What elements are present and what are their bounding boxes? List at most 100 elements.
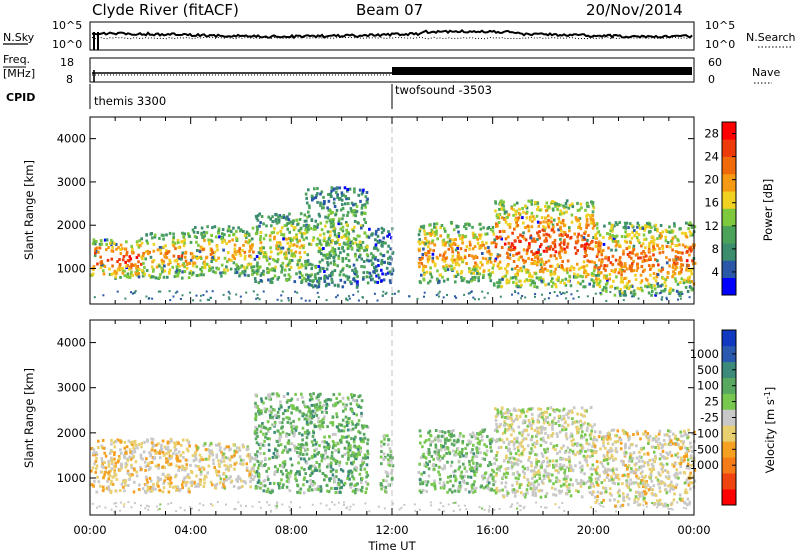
velocity-echo-cell <box>93 462 96 466</box>
velocity-echo-cell <box>275 416 279 419</box>
velocity-echo-cell <box>271 415 274 419</box>
velocity-echo-cell <box>390 478 394 481</box>
power-echo-cell <box>376 234 380 238</box>
power-echo-cell <box>322 247 325 250</box>
velocity-echo-cell <box>453 439 456 443</box>
power-echo-cell <box>680 267 683 271</box>
power-echo-cell <box>562 204 565 208</box>
power-echo-cell <box>158 275 161 279</box>
power-echo-cell <box>636 225 639 229</box>
power-echo-cell <box>609 261 613 265</box>
power-echo-cell <box>326 230 330 234</box>
velocity-echo-cell <box>108 470 111 474</box>
power-echo-cell <box>322 253 325 257</box>
power-echo-cell <box>621 291 625 295</box>
velocity-echo-cell <box>157 442 160 446</box>
velocity-echo-cell <box>318 469 322 473</box>
power-echo-cell <box>670 229 673 233</box>
velocity-echo-cell <box>331 421 335 425</box>
power-echo-cell <box>308 242 311 246</box>
power-echo-cell <box>442 279 446 283</box>
colorbar-tick-label: 24 <box>704 150 719 164</box>
power-echo-cell <box>298 231 302 234</box>
velocity-echo-cell <box>337 423 341 426</box>
power-echo-cell <box>636 286 640 290</box>
power-echo-cell <box>110 239 113 242</box>
velocity-echo-cell <box>278 439 281 443</box>
power-echo-cell <box>461 278 465 282</box>
power-echo-cell <box>489 260 493 264</box>
power-echo-cell <box>126 275 129 279</box>
power-echo-cell <box>551 227 555 231</box>
power-echo-cell <box>274 213 278 217</box>
power-echo-cell <box>309 262 312 266</box>
power-echo-cell <box>525 210 529 214</box>
power-echo-cell <box>640 264 644 268</box>
power-echo-cell <box>288 212 291 216</box>
power-echo-cell <box>476 264 479 268</box>
power-echo-cell <box>220 274 223 278</box>
power-echo-cell <box>262 246 265 250</box>
power-echo-cell <box>96 262 99 266</box>
power-echo-cell <box>623 290 627 293</box>
power-echo-cell <box>534 255 537 259</box>
velocity-echo-cell <box>253 457 256 461</box>
velocity-echo-cell <box>347 450 350 454</box>
power-echo-cell <box>481 290 484 293</box>
velocity-echo-cell <box>160 443 163 447</box>
power-echo-cell <box>255 216 259 220</box>
power-echo-cell <box>276 298 279 301</box>
velocity-echo-cell <box>366 452 370 456</box>
power-echo-cell <box>517 292 520 295</box>
power-echo-cell <box>637 233 641 237</box>
power-echo-cell <box>210 239 214 243</box>
power-echo-cell <box>304 228 307 232</box>
power-echo-cell <box>354 270 357 274</box>
power-echo-cell <box>199 267 202 271</box>
velocity-echo-cell <box>325 406 328 410</box>
power-echo-cell <box>607 246 610 250</box>
power-echo-cell <box>110 272 113 276</box>
power-echo-cell <box>639 256 642 260</box>
power-echo-cell <box>543 229 546 233</box>
velocity-echo-cell <box>331 473 335 477</box>
velocity-echo-cell <box>364 456 367 460</box>
velocity-echo-cell <box>304 405 307 409</box>
power-echo-cell <box>360 206 364 210</box>
velocity-echo-cell <box>360 399 364 403</box>
power-echo-cell <box>514 266 517 270</box>
velocity-echo-cell <box>329 421 332 425</box>
power-echo-cell <box>282 233 286 237</box>
power-echo-cell <box>308 214 311 218</box>
velocity-echo-cell <box>558 450 562 454</box>
power-echo-cell <box>585 242 589 246</box>
power-echo-cell <box>327 213 331 217</box>
velocity-echo-cell <box>335 415 339 419</box>
nsearch-tick-top: 10^5 <box>705 19 735 32</box>
velocity-echo-cell <box>482 474 485 478</box>
power-echo-cell <box>648 241 651 245</box>
power-echo-cell <box>239 265 242 269</box>
velocity-echo-cell <box>422 488 425 492</box>
velocity-echo-cell <box>129 474 132 478</box>
power-echo-cell <box>476 270 480 274</box>
colorbar-segment <box>722 225 736 244</box>
power-echo-cell <box>245 230 249 234</box>
velocity-echo-cell <box>122 485 125 489</box>
power-echo-cell <box>190 252 194 256</box>
power-echo-cell <box>364 195 368 199</box>
power-echo-cell <box>565 199 569 203</box>
velocity-echo-cell <box>461 479 465 483</box>
power-echo-cell <box>141 269 144 273</box>
power-echo-cell <box>478 272 482 276</box>
power-echo-cell <box>257 281 261 285</box>
power-echo-cell <box>318 276 321 280</box>
power-echo-cell <box>302 231 306 235</box>
power-echo-cell <box>513 239 517 243</box>
power-echo-cell <box>360 226 363 230</box>
power-echo-cell <box>159 248 162 252</box>
power-echo-cell <box>230 258 233 262</box>
power-echo-cell <box>159 252 163 255</box>
power-echo-cell <box>647 264 651 268</box>
power-echo-cell <box>317 265 320 269</box>
